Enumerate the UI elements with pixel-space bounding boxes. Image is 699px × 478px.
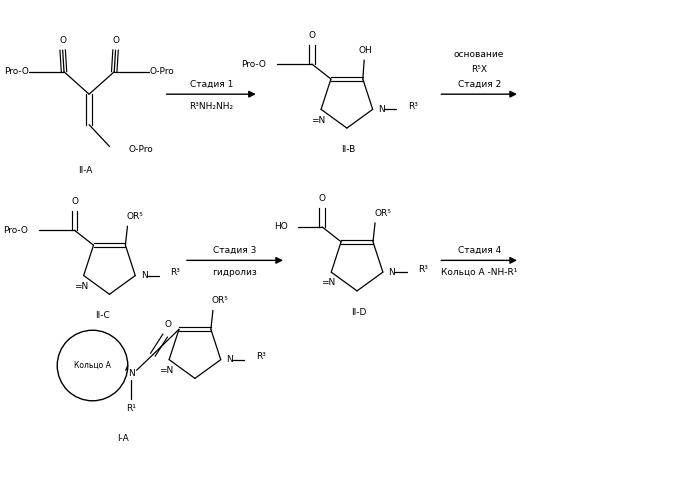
Text: II-D: II-D — [351, 308, 366, 317]
Text: II-C: II-C — [95, 312, 110, 320]
Text: HO: HO — [275, 222, 288, 231]
Text: N: N — [226, 355, 233, 364]
Text: OR⁵: OR⁵ — [212, 296, 229, 305]
Text: II-A: II-A — [78, 166, 93, 175]
Text: Кольцо А -NH-R¹: Кольцо А -NH-R¹ — [441, 268, 517, 277]
Text: Pro-O: Pro-O — [241, 60, 266, 68]
Text: O: O — [319, 194, 326, 203]
Text: N: N — [140, 271, 147, 280]
Text: O: O — [112, 36, 119, 45]
Text: OR⁵: OR⁵ — [374, 209, 391, 218]
Text: Стадия 2: Стадия 2 — [458, 79, 500, 88]
Text: OH: OH — [359, 46, 373, 55]
Text: O: O — [308, 31, 315, 40]
Text: R⁵X: R⁵X — [471, 65, 487, 74]
Text: R³NH₂NH₂: R³NH₂NH₂ — [189, 102, 233, 111]
Text: Pro-O: Pro-O — [4, 67, 29, 76]
Text: R³: R³ — [418, 265, 428, 274]
Text: N: N — [378, 105, 385, 114]
Text: Стадия 3: Стадия 3 — [213, 246, 257, 255]
Text: R³: R³ — [171, 268, 180, 277]
Text: O-Pro: O-Pro — [150, 67, 174, 76]
Text: =N: =N — [159, 366, 173, 375]
Text: =N: =N — [74, 282, 88, 291]
Text: основание: основание — [454, 50, 505, 59]
Text: R¹: R¹ — [127, 404, 136, 413]
Text: II-B: II-B — [341, 145, 355, 154]
Text: Стадия 1: Стадия 1 — [189, 79, 233, 88]
Text: O: O — [164, 320, 171, 329]
Text: гидролиз: гидролиз — [212, 268, 257, 277]
Text: Стадия 4: Стадия 4 — [458, 246, 500, 255]
Text: I-A: I-A — [117, 434, 129, 443]
Text: =N: =N — [311, 116, 326, 125]
Text: Кольцо А: Кольцо А — [74, 361, 111, 370]
Text: Pro-O: Pro-O — [3, 226, 29, 235]
Text: N: N — [388, 268, 395, 277]
Text: O: O — [59, 36, 66, 45]
Text: O-Pro: O-Pro — [129, 145, 153, 154]
Text: O: O — [71, 197, 78, 206]
Text: R³: R³ — [256, 352, 266, 361]
Text: OR⁵: OR⁵ — [127, 212, 143, 221]
Text: =N: =N — [322, 279, 336, 287]
Text: R³: R³ — [408, 102, 418, 111]
Text: N: N — [128, 369, 134, 378]
